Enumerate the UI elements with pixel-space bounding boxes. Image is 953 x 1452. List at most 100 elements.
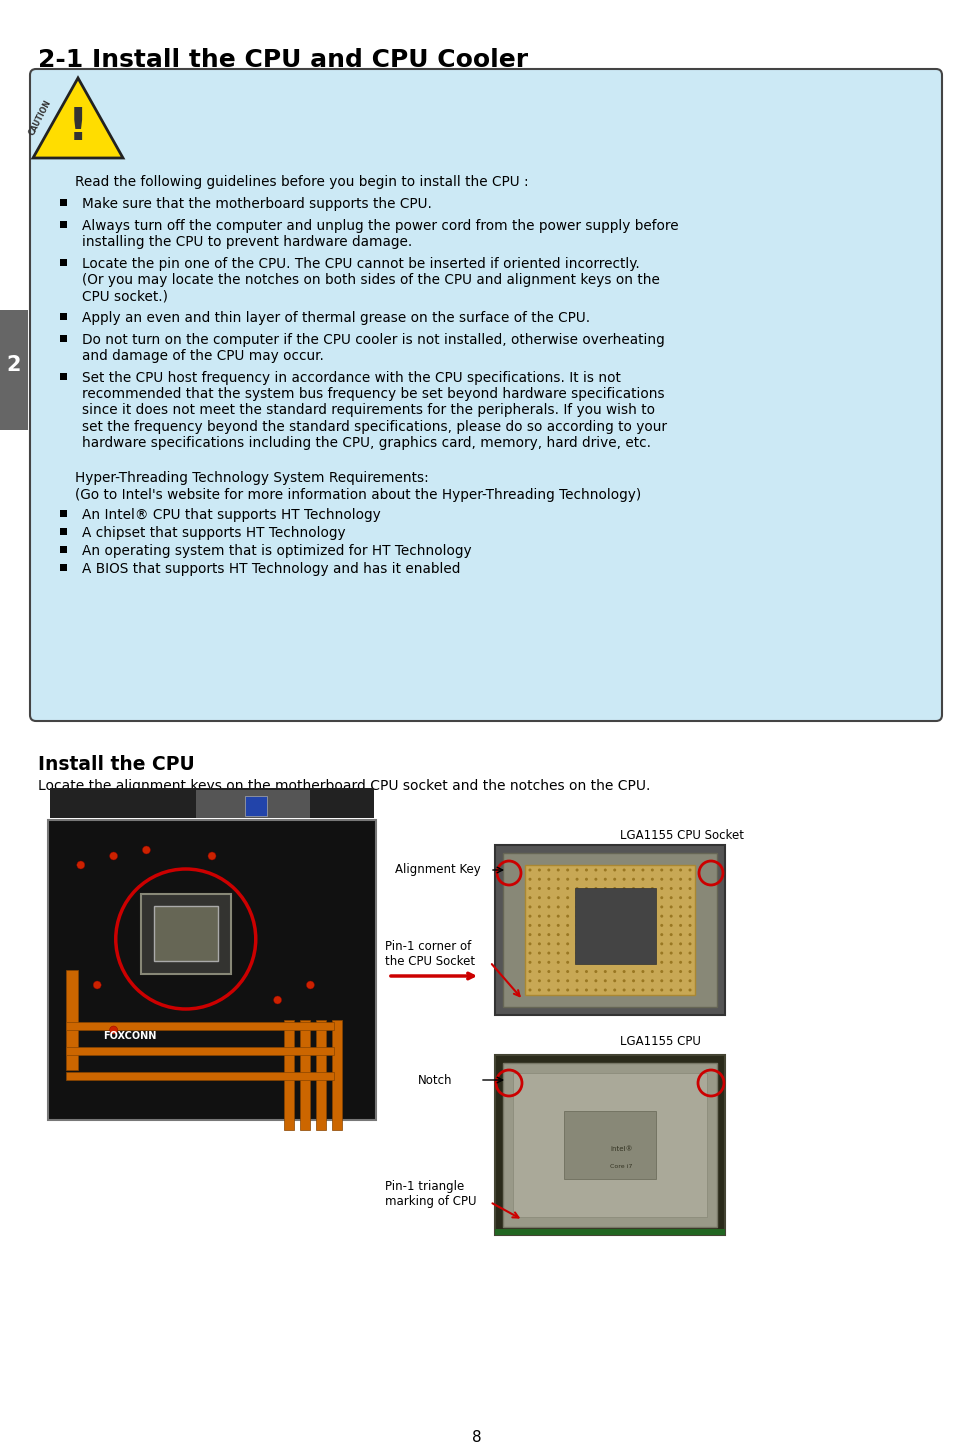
Circle shape [659,877,662,881]
Circle shape [575,915,578,918]
Circle shape [575,979,578,982]
Circle shape [650,989,653,992]
Circle shape [679,915,681,918]
Circle shape [547,887,550,890]
Text: Always turn off the computer and unplug the power cord from the power supply bef: Always turn off the computer and unplug … [82,219,678,250]
Circle shape [679,877,681,881]
Circle shape [650,887,653,890]
Bar [495,1056,724,1236]
Circle shape [528,934,531,937]
Text: Set the CPU host frequency in accordance with the CPU specifications. It is not
: Set the CPU host frequency in accordance… [82,372,666,450]
Circle shape [565,896,569,899]
Circle shape [584,934,587,937]
Circle shape [688,877,691,881]
Circle shape [537,887,540,890]
Circle shape [557,961,559,964]
Circle shape [650,970,653,973]
Circle shape [659,951,662,954]
Circle shape [679,961,681,964]
Circle shape [547,896,550,899]
Circle shape [613,923,616,926]
Circle shape [650,915,653,918]
Bar [495,1228,724,1236]
Bar [50,788,374,817]
Circle shape [669,942,672,945]
Circle shape [632,887,635,890]
Bar [66,970,78,1070]
Circle shape [650,906,653,909]
Circle shape [594,961,597,964]
Circle shape [594,951,597,954]
Circle shape [584,877,587,881]
Circle shape [528,942,531,945]
Circle shape [659,961,662,964]
Circle shape [669,887,672,890]
Circle shape [688,970,691,973]
Circle shape [688,942,691,945]
Bar [524,865,695,995]
Circle shape [565,979,569,982]
Circle shape [640,970,644,973]
Bar [60,258,67,266]
Circle shape [594,934,597,937]
Circle shape [622,906,625,909]
Circle shape [622,970,625,973]
Circle shape [575,877,578,881]
Circle shape [613,970,616,973]
Circle shape [640,915,644,918]
Circle shape [575,906,578,909]
Circle shape [640,887,644,890]
Circle shape [584,961,587,964]
Circle shape [603,868,606,871]
Circle shape [650,961,653,964]
Bar [60,221,67,228]
Circle shape [565,970,569,973]
Circle shape [688,868,691,871]
Bar [60,563,67,571]
Circle shape [679,896,681,899]
Circle shape [557,906,559,909]
Circle shape [537,979,540,982]
Text: Pin-1 corner of
the CPU Socket: Pin-1 corner of the CPU Socket [385,939,475,968]
Circle shape [537,970,540,973]
Circle shape [528,906,531,909]
Circle shape [547,979,550,982]
Circle shape [603,979,606,982]
Circle shape [640,877,644,881]
Circle shape [632,868,635,871]
Circle shape [594,896,597,899]
Circle shape [584,979,587,982]
Text: Hyper-Threading Technology System Requirements:: Hyper-Threading Technology System Requir… [75,470,428,485]
Circle shape [575,896,578,899]
Circle shape [528,961,531,964]
Circle shape [688,951,691,954]
Circle shape [640,934,644,937]
Circle shape [622,979,625,982]
Circle shape [565,887,569,890]
Circle shape [594,989,597,992]
Circle shape [584,915,587,918]
Circle shape [669,868,672,871]
Circle shape [557,989,559,992]
Circle shape [584,942,587,945]
Circle shape [594,877,597,881]
Text: A BIOS that supports HT Technology and has it enabled: A BIOS that supports HT Technology and h… [82,562,460,576]
Circle shape [603,915,606,918]
Circle shape [640,989,644,992]
Bar [60,546,67,553]
Circle shape [632,877,635,881]
Circle shape [688,979,691,982]
Circle shape [632,934,635,937]
Circle shape [584,868,587,871]
Bar [66,1072,334,1080]
Circle shape [603,961,606,964]
Circle shape [650,868,653,871]
Circle shape [659,906,662,909]
Text: 8: 8 [472,1430,481,1445]
Circle shape [622,887,625,890]
Text: Core i7: Core i7 [610,1165,632,1169]
Bar [153,906,217,961]
Circle shape [565,961,569,964]
Circle shape [669,877,672,881]
Circle shape [537,942,540,945]
